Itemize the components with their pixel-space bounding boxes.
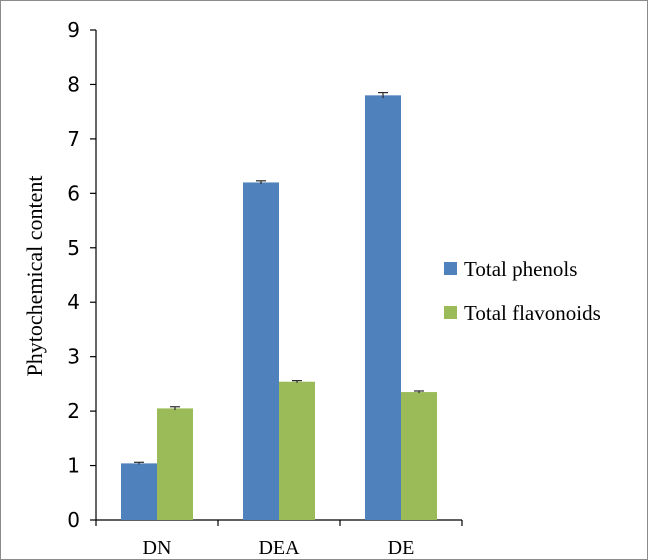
x-tick-label: DE bbox=[388, 537, 415, 559]
y-tick-label: 8 bbox=[67, 72, 80, 96]
x-tick-label: DEA bbox=[258, 537, 300, 559]
y-tick-label: 0 bbox=[67, 508, 80, 532]
legend-label: Total phenols bbox=[464, 257, 577, 281]
bar-total-phenols-de bbox=[365, 95, 401, 520]
y-tick-label: 5 bbox=[67, 236, 80, 260]
bar-total-flavonoids-dea bbox=[279, 381, 315, 520]
y-axis-title: Phytochemical content bbox=[22, 176, 47, 377]
legend-label: Total flavonoids bbox=[464, 301, 601, 325]
plot-area: 0 1 2 3 4 5 6 7 8 9 DN DEA DE bbox=[67, 18, 463, 559]
y-tick-label: 7 bbox=[67, 127, 80, 151]
y-tick-label: 6 bbox=[67, 181, 80, 205]
bar-total-flavonoids-de bbox=[401, 392, 437, 520]
y-tick-label: 2 bbox=[67, 399, 80, 423]
legend-swatch bbox=[444, 306, 457, 319]
legend: Total phenols Total flavonoids bbox=[444, 257, 601, 325]
legend-swatch bbox=[444, 262, 457, 275]
y-tick-label: 3 bbox=[67, 345, 80, 369]
y-tick-label: 4 bbox=[67, 290, 80, 314]
bar-total-flavonoids-dn bbox=[157, 408, 193, 520]
y-tick-label: 9 bbox=[67, 18, 80, 42]
x-tick-label: DN bbox=[143, 537, 172, 559]
y-tick-label: 1 bbox=[67, 454, 80, 478]
bar-total-phenols-dea bbox=[243, 182, 279, 520]
bar-total-phenols-dn bbox=[121, 463, 157, 520]
